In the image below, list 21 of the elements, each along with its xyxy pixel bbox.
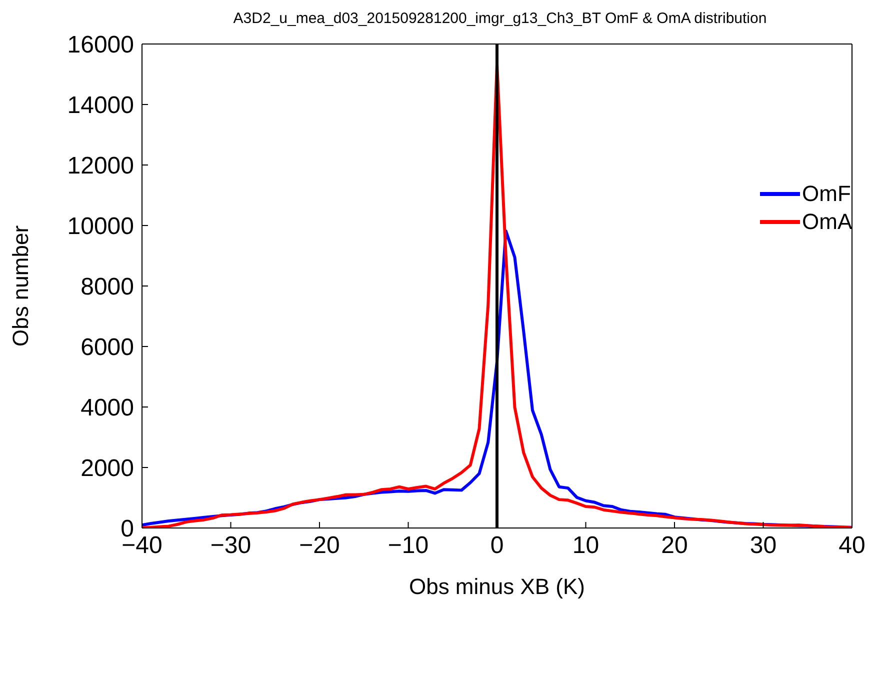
- y-tick-label: 12000: [67, 152, 134, 180]
- y-tick-label: 4000: [80, 394, 134, 422]
- x-tick-label: 30: [750, 532, 777, 560]
- x-axis-title: Obs minus XB (K): [408, 574, 586, 599]
- x-tick-label: 20: [661, 532, 688, 560]
- legend-label: OmA: [802, 208, 852, 236]
- x-tick-label: 10: [572, 532, 600, 560]
- y-tick-label: 14000: [67, 92, 134, 120]
- y-tick-label: 16000: [67, 32, 134, 59]
- x-tick-label: 0: [490, 532, 504, 560]
- y-tick-label: 6000: [80, 334, 134, 362]
- x-tick-label: −30: [210, 532, 252, 560]
- y-tick-label: 10000: [67, 213, 134, 240]
- legend-label: OmF: [802, 180, 851, 208]
- x-tick-label: −10: [388, 532, 429, 560]
- chart-title: A3D2_u_mea_d03_201509281200_imgr_g13_Ch3_BT OmF & OmA distribution: [232, 10, 768, 27]
- x-tick-label: 40: [838, 532, 866, 560]
- y-axis-title: Obs number: [8, 225, 33, 347]
- y-tick-label: 2000: [80, 455, 134, 482]
- x-tick-label: −20: [299, 532, 340, 560]
- y-tick-label: 8000: [80, 274, 134, 301]
